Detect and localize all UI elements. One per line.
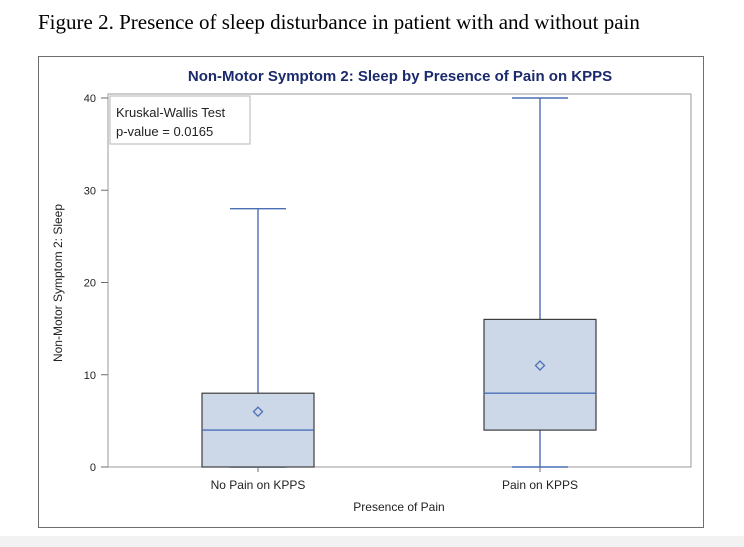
x-axis: No Pain on KPPS Pain on KPPS: [211, 467, 578, 492]
figure-caption: Figure 2. Presence of sleep disturbance …: [38, 10, 640, 34]
y-tick-label: 40: [84, 93, 96, 105]
box-iqr: [483, 318, 597, 431]
box-group: [201, 207, 315, 468]
y-tick-label: 20: [84, 278, 96, 290]
x-tick-label: No Pain on KPPS: [211, 478, 306, 492]
annotation-p-value: p-value = 0.0165: [116, 124, 213, 139]
x-axis-label: Presence of Pain: [353, 500, 444, 514]
stats-annotation: Kruskal-Wallis Test p-value = 0.0165: [109, 95, 251, 145]
y-tick-label: 10: [84, 370, 96, 382]
box-series: [201, 97, 597, 468]
x-tick-label: Pain on KPPS: [502, 478, 578, 492]
mean-marker: [252, 406, 264, 418]
y-tick-label: 30: [84, 185, 96, 197]
mean-marker: [534, 360, 546, 371]
y-axis-label: Non-Motor Symptom 2: Sleep: [51, 204, 65, 362]
bottom-strip: [0, 536, 744, 547]
box-group: [483, 97, 597, 468]
annotation-test-name: Kruskal-Wallis Test: [116, 105, 225, 120]
annotation-box: [109, 95, 251, 145]
y-axis: 0 10 20 30 40: [84, 93, 108, 474]
y-tick-label: 0: [90, 462, 96, 474]
chart-title: Non-Motor Symptom 2: Sleep by Presence o…: [188, 68, 612, 85]
plot-area: [107, 93, 692, 468]
